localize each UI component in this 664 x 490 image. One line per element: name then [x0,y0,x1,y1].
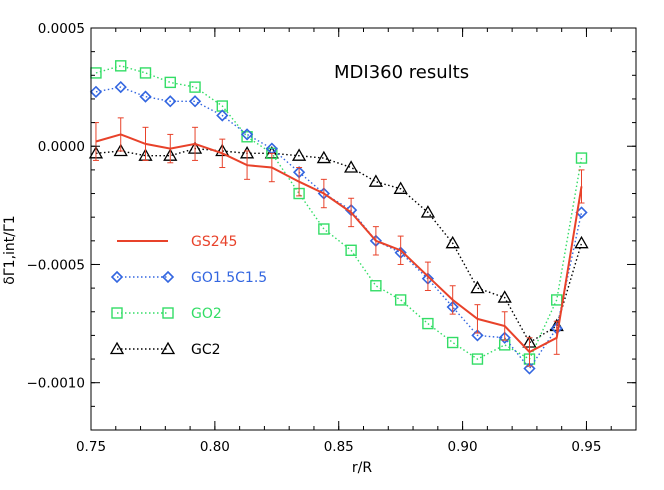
data-point [316,150,331,164]
series-go1-5c1-5 [89,80,588,375]
data-point [345,244,357,256]
legend-item: GO1.5C1.5 [110,270,267,286]
data-point [445,235,460,249]
data-point [523,362,536,375]
series-line [95,147,583,344]
data-point [110,270,124,284]
data-point [291,148,307,161]
series-gs245 [92,117,585,367]
plot-frame [90,27,637,431]
y-tick-label: 0.0005 [38,21,85,37]
data-point [471,353,484,365]
data-point [551,294,563,306]
data-point [574,235,589,249]
data-point [115,60,127,72]
legend-label: GO1.5C1.5 [191,270,267,286]
data-point [90,67,102,79]
data-point [162,307,174,319]
x-tick-label: 0.75 [76,439,106,455]
y-tick-label: 0.0000 [38,139,85,155]
x-tick-label: 0.80 [200,439,230,455]
series-line [95,65,583,361]
data-point [446,336,459,349]
legend-label: GC2 [191,342,221,358]
data-point [164,76,176,89]
plot-layer [88,60,589,375]
data-point [498,331,511,344]
series-line [95,86,583,370]
data-point [471,329,484,342]
series-line [95,133,583,354]
data-point [394,294,407,306]
x-tick-label: 0.95 [571,439,601,455]
legend-item: GO2 [111,306,222,322]
data-point [139,67,152,79]
data-point [368,174,384,187]
legend-label: GO2 [191,306,222,322]
data-point [114,80,127,94]
data-point [370,280,382,292]
legend-label: GS245 [191,234,237,250]
data-point [161,270,175,284]
y-tick-label: −0.0010 [26,376,85,392]
data-point [216,109,229,122]
data-point [160,341,176,355]
legend: GS245 GO1.5C1.5 GO2 GC2 [109,234,267,358]
data-point [318,223,330,235]
data-point [470,280,485,294]
chart-title: MDI360 results [334,62,469,83]
data-point [113,143,128,157]
data-point [240,128,254,141]
series-gc2 [88,141,589,348]
legend-item: GC2 [109,341,221,358]
x-tick-label: 0.85 [324,439,354,455]
data-point [164,95,177,108]
data-point [497,290,512,303]
data-point [109,341,125,355]
data-point [422,317,434,330]
data-point [575,152,588,164]
x-axis-label: r/R [352,460,372,476]
data-point [393,181,408,194]
data-point [343,160,359,173]
data-point [189,81,201,93]
y-tick-label: −0.0005 [26,257,85,273]
x-tick-label: 0.90 [448,439,478,455]
legend-item: GS245 [117,234,237,250]
axes-layer: 0.75 0.80 0.85 0.90 0.95 0.0005 0.0000 −0.0005 −… [26,21,637,455]
y-axis-label: δΓ1,int/Γ1 [2,215,18,284]
data-point [420,205,436,218]
data-point [188,95,202,108]
data-point [139,90,152,103]
data-point [111,307,123,319]
data-point [89,85,103,98]
